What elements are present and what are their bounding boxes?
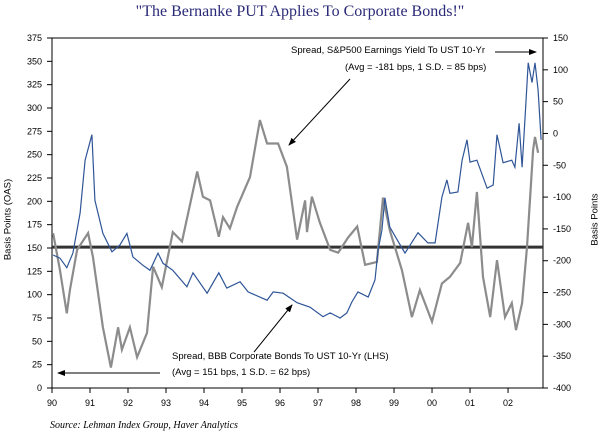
chart-title: "The Bernanke PUT Applies To Corporate B… (135, 3, 465, 20)
y-left-tick-label: 300 (27, 103, 42, 113)
y-left-tick-label: 75 (32, 313, 42, 323)
x-tick-label: 00 (427, 398, 437, 408)
y-left-tick-label: 275 (27, 126, 42, 136)
source-note: Source: Lehman Index Group, Haver Analyt… (50, 420, 238, 431)
x-tick-label: 01 (465, 398, 475, 408)
x-tick-label: 94 (199, 398, 209, 408)
y-right-tick-label: -300 (553, 319, 571, 329)
y-right-tick-label: -350 (553, 351, 571, 361)
x-tick-label: 92 (123, 398, 133, 408)
arrow-to-bbb-peak (288, 78, 351, 146)
annotation-sp500-line2: (Avg = -181 bps, 1 S.D. = 85 bps) (345, 62, 487, 73)
x-tick-label: 93 (161, 398, 171, 408)
y-left-tick-label: 125 (27, 266, 42, 276)
y-left-tick-label: 350 (27, 56, 42, 66)
x-tick-label: 97 (313, 398, 323, 408)
y-left-tick-label: 325 (27, 80, 42, 90)
y-axis-right-label: Basis Points (589, 193, 600, 246)
y-left-tick-label: 200 (27, 196, 42, 206)
y-left-tick-label: 25 (32, 360, 42, 370)
x-tick-label: 02 (503, 398, 513, 408)
y-right-tick-label: -100 (553, 192, 571, 202)
arrow-to-sp500-line (253, 304, 293, 353)
y-right-tick-label: 150 (553, 33, 568, 43)
y-left-tick-label: 100 (27, 290, 42, 300)
annotation-sp500-line1: Spread, S&P500 Earnings Yield To UST 10-… (291, 45, 485, 56)
y-right-tick-label: 100 (553, 65, 568, 75)
y-right-tick-label: -200 (553, 256, 571, 266)
y-right-tick-label: 50 (553, 97, 563, 107)
y-left-tick-label: 175 (27, 220, 42, 230)
x-tick-label: 95 (237, 398, 247, 408)
x-tick-label: 98 (351, 398, 361, 408)
x-tick-label: 90 (47, 398, 57, 408)
y-right-tick-label: -250 (553, 288, 571, 298)
y-left-tick-label: 50 (32, 336, 42, 346)
y-left-tick-label: 225 (27, 173, 42, 183)
y-right-tick-label: -150 (553, 224, 571, 234)
y-right-tick-label: -50 (553, 160, 566, 170)
y-left-tick-label: 250 (27, 150, 42, 160)
y-right-tick-label: 0 (553, 128, 558, 138)
plot-frame (51, 37, 544, 389)
annotation-bbb-line1: Spread, BBB Corporate Bonds To UST 10-Yr… (172, 351, 389, 362)
y-right-tick-label: -400 (553, 383, 571, 393)
x-tick-label: 99 (389, 398, 399, 408)
x-tick-label: 96 (275, 398, 285, 408)
y-axis-left-label: Basis Points (OAS) (2, 178, 14, 261)
x-tick-label: 91 (85, 398, 95, 408)
y-left-tick-label: 150 (27, 243, 42, 253)
series-line-bbb-spread (52, 119, 540, 368)
y-left-tick-label: 375 (27, 33, 42, 43)
y-left-tick-label: 0 (37, 383, 42, 393)
series-line-sp500-spread (52, 62, 542, 319)
annotation-bbb-line2: (Avg = 151 bps, 1 S.D. = 62 bps) (172, 367, 311, 378)
